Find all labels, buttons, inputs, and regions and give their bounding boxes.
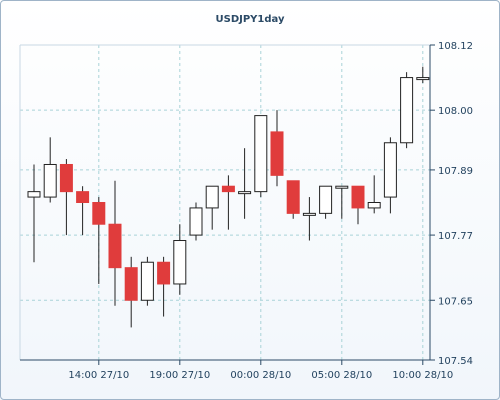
candle-body-up [302,212,316,216]
axes [19,44,435,365]
y-tick-label: 107.89 [438,166,473,177]
candle-body-down [157,261,171,285]
candles [27,66,430,328]
y-tick-label: 107.77 [438,231,473,242]
candle-body-up [27,191,41,198]
candle-body-up [173,240,187,285]
candle-body-down [59,163,73,193]
candle-body-up [400,77,414,144]
x-tick-label: 14:00 27/10 [68,370,129,381]
y-tick-label: 107.54 [438,356,473,367]
x-tick-label: 10:00 28/10 [392,370,453,381]
candle-body-up [254,115,268,193]
candle-body-down [76,191,90,203]
candle-body-up [319,185,333,214]
candle-body-down [108,223,122,269]
y-axis-tick-labels: 108.12 108.00 107.89 107.77 107.65 107.54 [438,41,473,367]
candle-body-up [383,142,397,198]
candle-body-up [205,185,219,209]
candle-body-up [189,207,203,236]
candle-body-up [238,191,252,195]
x-tick-label: 00:00 28/10 [230,370,291,381]
candle-body-up [43,163,57,198]
candle-body-down [221,185,235,193]
candle-body-up [367,202,381,209]
x-tick-label: 19:00 27/10 [149,370,210,381]
y-tick-label: 107.65 [438,296,473,307]
candle-body-up [140,261,154,301]
candle-body-down [270,131,284,176]
x-axis-tick-labels: 14:00 27/10 19:00 27/10 00:00 28/10 05:00 2… [68,370,453,381]
candle-body-down [286,180,300,214]
candle-body-down [92,202,106,225]
candle-body-down [351,185,365,209]
y-tick-label: 108.00 [438,106,473,117]
candle-body-down [124,267,138,301]
y-tick-label: 108.12 [438,41,473,52]
candle-body-up [335,185,349,189]
x-tick-label: 05:00 28/10 [311,370,372,381]
chart-title: USDJPY1day [216,14,285,25]
candle-body-up [416,77,430,81]
